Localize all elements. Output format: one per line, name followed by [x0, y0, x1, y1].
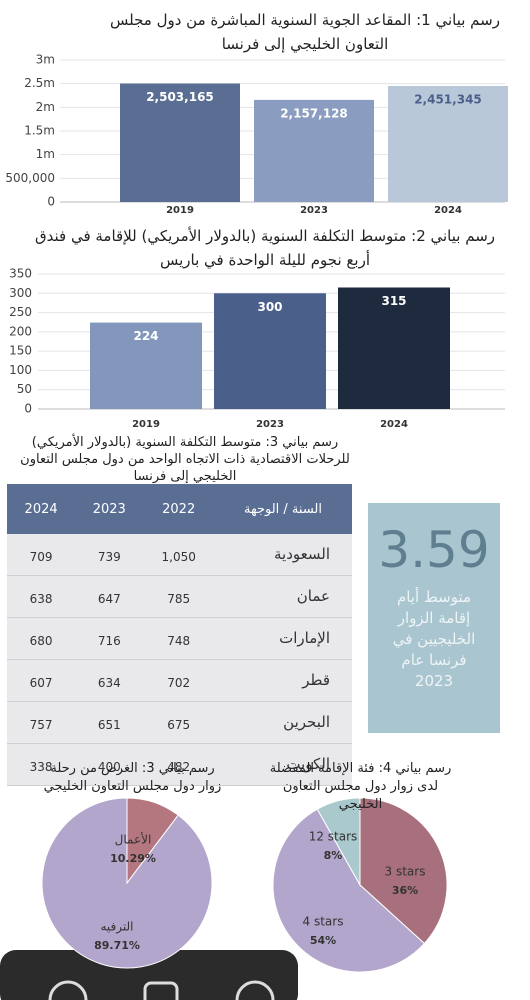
y-tick-label: 3m: [36, 53, 55, 67]
table-row: البحرين 675 651 757: [7, 701, 352, 744]
pie-slice: [316, 797, 361, 887]
slice-value: 8%: [324, 849, 343, 862]
y-tick-label: 250: [9, 305, 32, 319]
row-label: قطر: [214, 659, 352, 702]
pie-slice: [41, 797, 213, 969]
table-cell: 482: [143, 743, 214, 786]
x-tick-label: 2019: [166, 205, 194, 216]
pie-slice: [359, 797, 448, 945]
table-cell: 716: [75, 617, 144, 660]
value-label: 2,503,165: [146, 90, 214, 104]
table-cell: 607: [7, 659, 76, 702]
y-tick-label: 300: [9, 286, 32, 300]
table-cell: 739: [75, 534, 144, 576]
toolbar-icon[interactable]: [48, 980, 88, 1000]
table-row: الإمارات 748 716 680: [7, 617, 352, 660]
slice-label: 12 stars: [309, 830, 358, 844]
y-tick-label: 2m: [36, 100, 55, 114]
row-label: الكويت: [214, 743, 352, 786]
table-cell: 748: [143, 617, 214, 660]
y-tick-label: 150: [9, 344, 32, 358]
slice-value: 36%: [392, 884, 418, 897]
x-tick-label: 2023: [256, 419, 284, 430]
row-label: السعودية: [214, 534, 352, 576]
y-tick-label: 2.5m: [24, 76, 55, 90]
header-cell: 2024: [7, 484, 76, 534]
table-cell: 709: [7, 534, 76, 576]
table-cell: 702: [143, 659, 214, 702]
pie-slice: [272, 808, 426, 973]
table-row: عمان 785 647 638: [7, 575, 352, 618]
value-label: 2,157,128: [280, 106, 348, 120]
table-cell: 651: [75, 701, 144, 744]
x-tick-label: 2024: [434, 205, 462, 216]
toolbar-icon[interactable]: [143, 981, 179, 1000]
y-tick-label: 500,000: [5, 171, 55, 185]
table-cell: 1,050: [143, 534, 214, 576]
x-tick-label: 2019: [132, 419, 160, 430]
y-tick-label: 100: [9, 363, 32, 377]
bar: [90, 322, 202, 409]
chart-title: رسم بياني 2: متوسط التكلفة السنوية (بالد…: [34, 227, 496, 269]
table-cell: 680: [7, 617, 76, 660]
table-cell: 638: [7, 575, 76, 618]
slice-value: 54%: [310, 934, 336, 947]
value-label: 315: [381, 294, 406, 308]
table-cell: 647: [75, 575, 144, 618]
slice-label: الترفيه: [100, 920, 133, 935]
table-cell: 634: [75, 659, 144, 702]
row-label: الإمارات: [214, 617, 352, 660]
slice-label: الأعمال: [115, 832, 152, 847]
bar: [214, 293, 326, 409]
table-cell: 338: [7, 743, 76, 786]
stat-text: متوسط أيام إقامة الزوار الخليجيين في فرن…: [392, 588, 476, 690]
table-row: قطر 702 634 607: [7, 659, 352, 702]
table-row: الكويت 482 400 338: [7, 743, 352, 786]
x-tick-label: 2023: [300, 205, 328, 216]
table-cell: 757: [7, 701, 76, 744]
chart-title: رسم بياني 4: فئة الإقامة المفضلة لدى زوا…: [269, 761, 452, 812]
header-cell: السنة / الوجهة: [214, 484, 352, 534]
value-label: 2,451,345: [414, 92, 482, 106]
header-cell: 2023: [75, 484, 144, 534]
stat-value: 3.59: [378, 521, 490, 579]
table-cell: 400: [75, 743, 144, 786]
y-tick-label: 50: [17, 382, 32, 396]
table-cell: 675: [143, 701, 214, 744]
row-label: عمان: [214, 575, 352, 618]
x-tick-label: 2024: [380, 419, 408, 430]
chart-title: رسم بياني 1: المقاعد الجوية السنوية المب…: [110, 11, 500, 53]
y-tick-label: 0: [24, 402, 32, 416]
y-tick-label: 1m: [36, 147, 55, 161]
header-row: السنة / الوجهة 2022 2023 2024: [7, 484, 352, 534]
value-label: 224: [133, 329, 158, 343]
slice-label: 3 stars: [385, 865, 426, 879]
value-label: 300: [257, 300, 282, 314]
stat-box: 3.59 متوسط أيام إقامة الزوار الخليجيين ف…: [368, 503, 500, 733]
slice-label: 4 stars: [303, 915, 344, 929]
table-row: السعودية 1,050 739 709: [7, 534, 352, 576]
toolbar-icon[interactable]: [235, 980, 275, 1000]
table-cell: 785: [143, 575, 214, 618]
y-tick-label: 200: [9, 324, 32, 338]
y-tick-label: 350: [9, 267, 32, 281]
bar: [388, 85, 508, 202]
bar: [338, 287, 450, 409]
slice-value: 89.71%: [94, 939, 140, 952]
chart-title: رسم بياني 3: الغرض من رحلة زوار دول مجلس…: [43, 761, 222, 794]
header-cell: 2022: [143, 484, 214, 534]
y-tick-label: 0: [47, 195, 55, 209]
bar: [120, 83, 240, 202]
table-title: رسم بياني 3: متوسط التكلفة السنوية (بالد…: [20, 435, 350, 484]
row-label: البحرين: [214, 701, 352, 744]
bar: [254, 99, 374, 202]
cost-table: السنة / الوجهة 2022 2023 2024 السعودية 1,050 7…: [7, 484, 352, 786]
slice-value: 10.29%: [110, 852, 156, 865]
y-tick-label: 1.5m: [24, 124, 55, 138]
toolbar: [0, 950, 298, 1000]
